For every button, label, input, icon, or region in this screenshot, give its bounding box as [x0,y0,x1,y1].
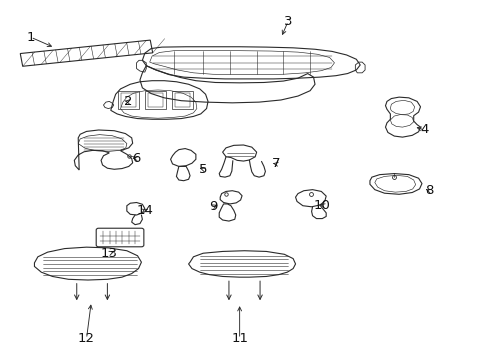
Text: 14: 14 [136,204,153,217]
Text: 9: 9 [208,200,217,213]
Text: 1: 1 [26,31,35,44]
Text: 13: 13 [101,247,118,260]
Text: 10: 10 [313,198,330,212]
Text: 4: 4 [419,123,427,136]
Text: 12: 12 [78,333,95,346]
Text: 2: 2 [123,95,132,108]
Text: 6: 6 [132,152,141,165]
Text: 3: 3 [284,14,292,27]
Text: 11: 11 [231,333,247,346]
Text: 8: 8 [424,184,432,197]
Text: 5: 5 [199,163,207,176]
Text: 7: 7 [271,157,280,170]
